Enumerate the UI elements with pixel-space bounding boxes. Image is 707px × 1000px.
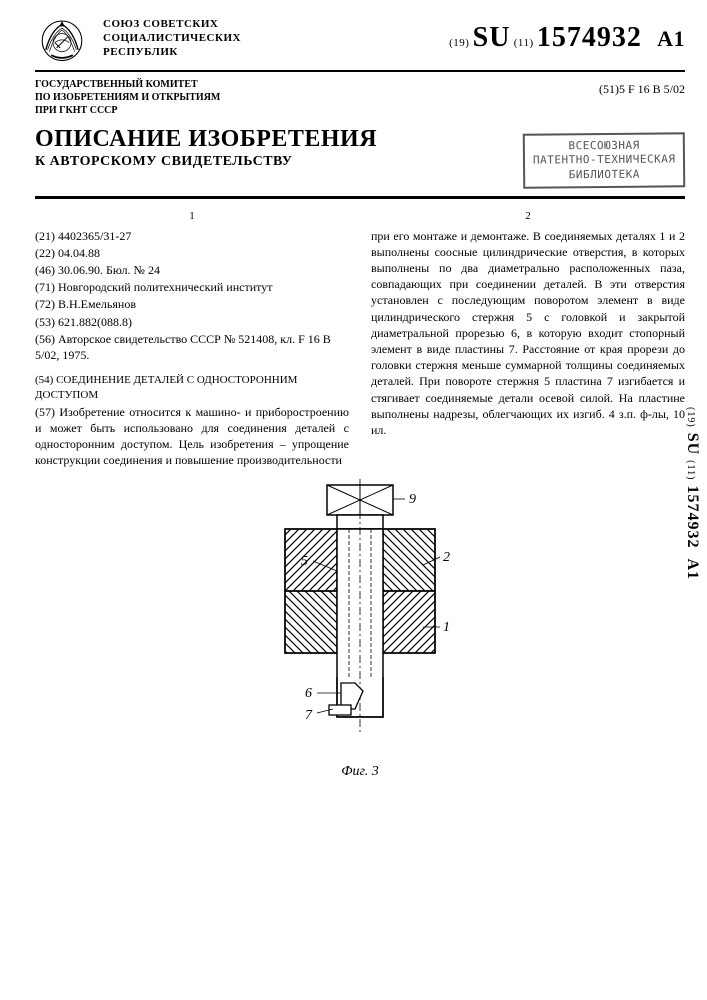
committee-line: ПРИ ГКНТ СССР [35, 104, 220, 117]
header-row: СОЮЗ СОВЕТСКИХ СОЦИАЛИСТИЧЕСКИХ РЕСПУБЛИ… [35, 12, 685, 66]
label-6: 6 [305, 686, 312, 701]
biblio-block: (21) 4402365/31-27 (22) 04.04.88 (46) 30… [35, 228, 349, 364]
field-53: (53) 621.882(088.8) [35, 314, 349, 330]
divider [35, 70, 685, 72]
figure-block: 5 2 1 9 6 7 Фиг. 3 [35, 477, 685, 780]
document-number: (19) SU (11) 1574932 A1 [449, 12, 685, 54]
field-22: (22) 04.04.88 [35, 245, 349, 261]
side-num: 1574932 [684, 485, 701, 548]
label-1: 1 [443, 620, 450, 635]
field-71: (71) Новгородский политехнический инстит… [35, 279, 349, 295]
body-columns: 1 (21) 4402365/31-27 (22) 04.04.88 (46) … [35, 209, 685, 469]
figure-3-diagram: 5 2 1 9 6 7 [255, 477, 465, 757]
second-row: ГОСУДАРСТВЕННЫЙ КОМИТЕТ ПО ИЗОБРЕТЕНИЯМ … [35, 78, 685, 117]
abstract-col1: (57) Изобретение относится к машино- и п… [35, 404, 349, 469]
stamp-line: БИБЛИОТЕКА [533, 167, 676, 183]
ipc-block: (51)5 F 16 B 5/02 [599, 78, 685, 117]
stamp-line: ПАТЕНТНО-ТЕХНИЧЕСКАЯ [532, 153, 675, 169]
ussr-emblem-icon [35, 12, 89, 66]
side-cc: SU [684, 433, 701, 455]
doc-prefix: (19) [449, 37, 469, 49]
ipc-code: F 16 B 5/02 [628, 82, 685, 96]
title-main: ОПИСАНИЕ ИЗОБРЕТЕНИЯ [35, 127, 377, 152]
doc-kind: A1 [657, 26, 685, 51]
side-prefix: (19) [685, 407, 696, 428]
patent-page: СОЮЗ СОВЕТСКИХ СОЦИАЛИСТИЧЕСКИХ РЕСПУБЛИ… [0, 0, 707, 1000]
union-name: СОЮЗ СОВЕТСКИХ СОЦИАЛИСТИЧЕСКИХ РЕСПУБЛИ… [103, 12, 241, 59]
side-mid: (11) [685, 460, 696, 480]
side-doc-number: (19) SU (11) 1574932 A1 [683, 407, 701, 580]
doc-cc: SU [473, 22, 511, 53]
col-number: 1 [35, 209, 349, 224]
column-1: 1 (21) 4402365/31-27 (22) 04.04.88 (46) … [35, 209, 349, 469]
label-7: 7 [305, 708, 313, 723]
side-kind: A1 [684, 558, 701, 580]
doc-num: 1574932 [537, 22, 642, 53]
divider-bold [35, 196, 685, 199]
library-stamp: ВСЕСОЮЗНАЯ ПАТЕНТНО-ТЕХНИЧЕСКАЯ БИБЛИОТЕ… [522, 132, 685, 188]
union-line: СОЦИАЛИСТИЧЕСКИХ [103, 32, 241, 46]
field-56: (56) Авторское свидетельство СССР № 5214… [35, 331, 349, 363]
field-72: (72) В.Н.Емельянов [35, 296, 349, 312]
stamp-line: ВСЕСОЮЗНАЯ [532, 138, 675, 154]
field-46: (46) 30.06.90. Бюл. № 24 [35, 262, 349, 278]
invention-title: (54) СОЕДИНЕНИЕ ДЕТАЛЕЙ С ОДНОСТОРОННИМ … [35, 373, 349, 402]
committee-line: ГОСУДАРСТВЕННЫЙ КОМИТЕТ [35, 78, 220, 91]
label-2: 2 [443, 550, 450, 565]
abstract-col2: при его монтаже и демонтаже. В соединяем… [371, 228, 685, 438]
committee-line: ПО ИЗОБРЕТЕНИЯМ И ОТКРЫТИЯМ [35, 91, 220, 104]
label-5: 5 [301, 554, 308, 569]
col-number: 2 [371, 209, 685, 224]
field-21: (21) 4402365/31-27 [35, 228, 349, 244]
union-line: РЕСПУБЛИК [103, 46, 241, 60]
title-sub: К АВТОРСКОМУ СВИДЕТЕЛЬСТВУ [35, 154, 377, 170]
column-2: 2 при его монтаже и демонтаже. В соединя… [371, 209, 685, 469]
doc-mid: (11) [514, 37, 534, 49]
committee-block: ГОСУДАРСТВЕННЫЙ КОМИТЕТ ПО ИЗОБРЕТЕНИЯМ … [35, 78, 220, 117]
ipc-prefix: (51)5 [599, 82, 625, 96]
figure-caption: Фиг. 3 [35, 764, 685, 780]
title-block: ОПИСАНИЕ ИЗОБРЕТЕНИЯ К АВТОРСКОМУ СВИДЕТ… [35, 127, 685, 188]
union-line: СОЮЗ СОВЕТСКИХ [103, 18, 241, 32]
label-9: 9 [409, 492, 416, 507]
title-text: ОПИСАНИЕ ИЗОБРЕТЕНИЯ К АВТОРСКОМУ СВИДЕТ… [35, 127, 377, 170]
